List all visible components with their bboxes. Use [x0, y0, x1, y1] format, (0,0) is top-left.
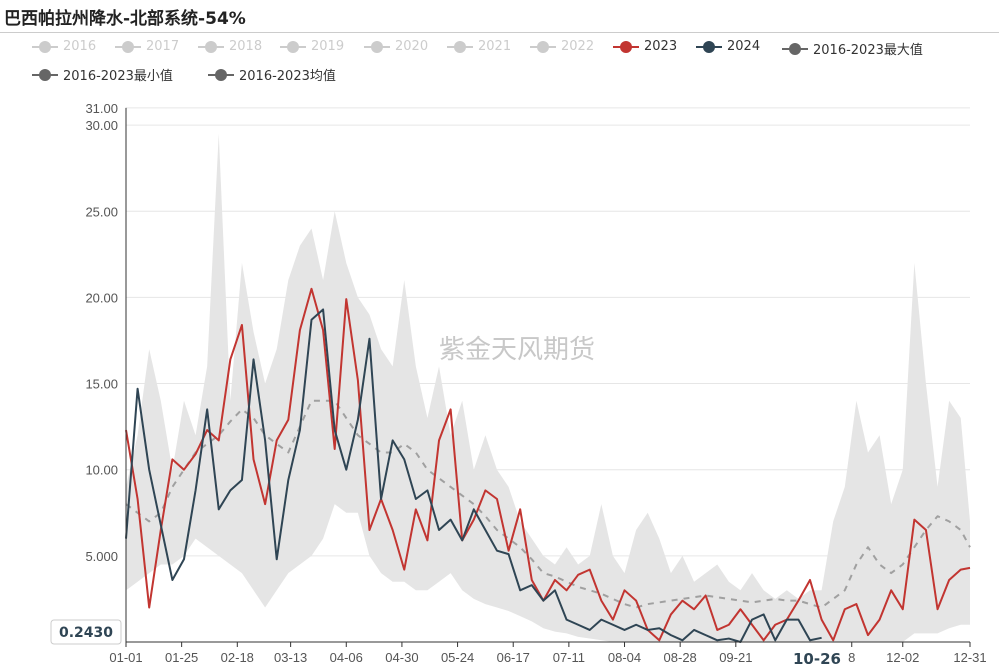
x-tick-label: 8: [848, 650, 855, 665]
y-tick-label: 15.00: [85, 377, 118, 392]
legend-item-2024[interactable]: 2024: [696, 39, 760, 54]
legend-label: 2021: [478, 39, 512, 54]
legend-label: 2016-2023均值: [239, 69, 336, 84]
y-tick-label: 31.00: [85, 101, 118, 116]
legend-item-2018[interactable]: 2018: [198, 39, 262, 54]
y-tick-label: 5.000: [85, 549, 118, 564]
legend-item-2022[interactable]: 2022: [530, 39, 594, 54]
legend-label: 2016: [63, 39, 97, 54]
x-tick-label: 01-01: [109, 650, 142, 665]
legend-marker-icon: [32, 40, 58, 53]
legend-marker-icon: [115, 40, 141, 53]
legend-marker-icon: [696, 40, 722, 53]
legend-marker-icon: [208, 68, 234, 81]
legend-label: 2017: [146, 39, 180, 54]
x-pointer-bg: [790, 648, 843, 667]
x-tick-label: 08-28: [664, 650, 697, 665]
x-pointer-label: 10-26: [793, 650, 841, 667]
watermark: 紫金天风期货: [439, 335, 595, 365]
legend-marker-icon: [198, 40, 224, 53]
y-pointer-label: 0.2430: [59, 625, 113, 641]
x-tick-label: 05-24: [441, 650, 474, 665]
title-divider: [0, 32, 999, 33]
y-pointer-box: [50, 619, 122, 645]
legend-marker-icon: [280, 40, 306, 53]
x-tick-label: 09-21: [719, 650, 752, 665]
legend-item-2016-2023最大值[interactable]: 2016-2023最大值: [782, 39, 923, 58]
x-tick-label: 04-06: [330, 650, 363, 665]
legend-marker-icon: [613, 40, 639, 53]
legend-item-2016-2023最小值[interactable]: 2016-2023最小值: [32, 65, 173, 84]
x-tick-label: 12-31: [953, 650, 986, 665]
legend-item-2016[interactable]: 2016: [32, 39, 96, 54]
legend-item-2016-2023均值[interactable]: 2016-2023均值: [208, 65, 336, 84]
series-line-2023: [125, 287, 971, 642]
legend-item-2021[interactable]: 2021: [447, 39, 511, 54]
series-line-2016-2023均值: [125, 399, 971, 609]
y-tick-label: 10.00: [85, 463, 118, 478]
legend-label: 2016-2023最小值: [63, 69, 173, 84]
legend-label: 2024: [727, 39, 761, 54]
series-line-2024: [125, 308, 822, 643]
y-tick-label: 30.00: [85, 118, 118, 133]
legend-label: 2020: [395, 39, 429, 54]
legend-label: 2022: [561, 39, 595, 54]
x-tick-label: 02-18: [221, 650, 254, 665]
x-tick-label: 06-17: [497, 650, 530, 665]
legend-marker-icon: [32, 68, 58, 81]
legend-marker-icon: [782, 42, 808, 55]
y-tick-label: 25.00: [85, 204, 118, 219]
x-tick-label: 03-13: [274, 650, 307, 665]
legend-item-2019[interactable]: 2019: [280, 39, 344, 54]
legend-item-2023[interactable]: 2023: [613, 39, 677, 54]
legend-item-2020[interactable]: 2020: [364, 39, 428, 54]
y-tick-label: 20.00: [85, 290, 118, 305]
legend-marker-icon: [364, 40, 390, 53]
max-min-band: [126, 133, 970, 642]
legend-marker-icon: [530, 40, 556, 53]
legend-item-2017[interactable]: 2017: [115, 39, 179, 54]
legend-label: 2019: [311, 39, 345, 54]
legend-label: 2018: [229, 39, 263, 54]
x-tick-label: 07-11: [553, 650, 585, 665]
x-tick-label: 01-25: [165, 650, 198, 665]
x-tick-label: 12-02: [886, 650, 919, 665]
legend-label: 2016-2023最大值: [813, 43, 923, 58]
legend-marker-icon: [447, 40, 473, 53]
legend-label: 2023: [644, 39, 678, 54]
chart-title: 巴西帕拉州降水-北部系统-54%: [4, 9, 246, 29]
x-tick-label: 04-30: [385, 650, 418, 665]
x-tick-label: 08-04: [608, 650, 641, 665]
